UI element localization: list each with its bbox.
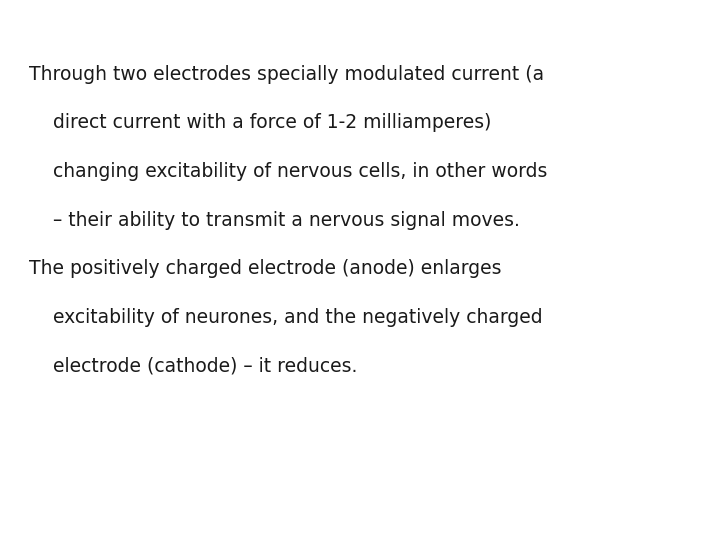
Text: direct current with a force of 1-2 milliamperes): direct current with a force of 1-2 milli… bbox=[29, 113, 491, 132]
Text: Through two electrodes specially modulated current (a: Through two electrodes specially modulat… bbox=[29, 65, 544, 84]
Text: – their ability to transmit a nervous signal moves.: – their ability to transmit a nervous si… bbox=[29, 211, 520, 229]
Text: changing excitability of nervous cells, in other words: changing excitability of nervous cells, … bbox=[29, 162, 547, 181]
Text: electrode (cathode) – it reduces.: electrode (cathode) – it reduces. bbox=[29, 356, 357, 375]
Text: excitability of neurones, and the negatively charged: excitability of neurones, and the negati… bbox=[29, 308, 542, 327]
Text: The positively charged electrode (anode) enlarges: The positively charged electrode (anode)… bbox=[29, 259, 501, 278]
